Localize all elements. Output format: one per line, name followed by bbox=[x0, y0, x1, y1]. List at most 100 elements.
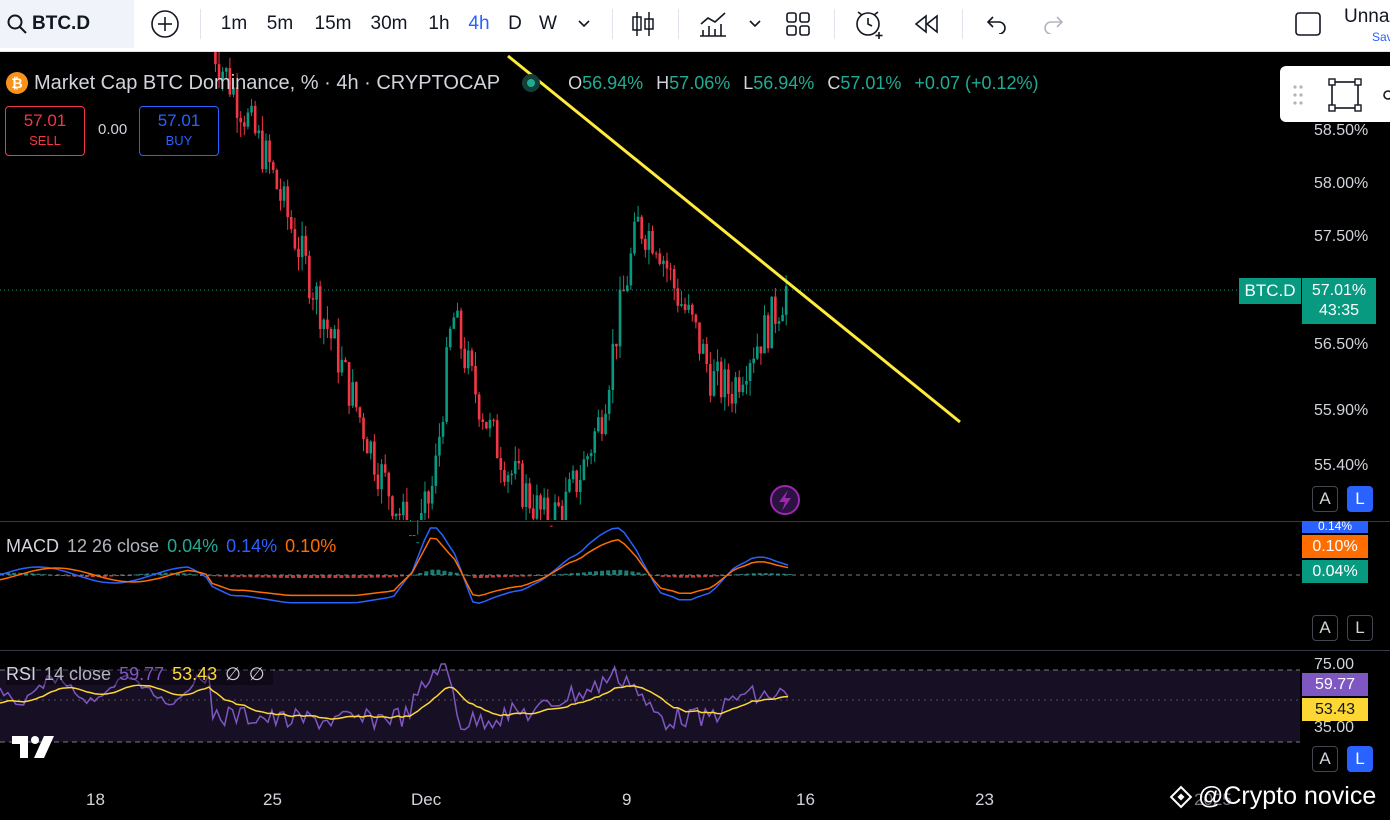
timeframe-d[interactable]: D bbox=[508, 13, 522, 34]
replay-button[interactable] bbox=[908, 0, 944, 48]
auto-scale-button[interactable]: A bbox=[1312, 486, 1338, 512]
macd-hist-bar bbox=[357, 575, 362, 578]
macd-hist-bar bbox=[521, 575, 526, 577]
candle-body bbox=[452, 317, 456, 329]
chevron-down-icon bbox=[578, 20, 590, 28]
plus-circle-icon bbox=[151, 10, 179, 38]
macd-hist-bar bbox=[515, 575, 520, 577]
undo-button[interactable] bbox=[978, 0, 1014, 48]
macd-hist-bar bbox=[436, 569, 441, 575]
indicators-dropdown[interactable] bbox=[742, 0, 768, 48]
macd-hist-bar bbox=[448, 571, 453, 575]
compare-symbol-button[interactable] bbox=[148, 0, 182, 48]
candle-body bbox=[752, 358, 755, 364]
alert-button[interactable] bbox=[850, 0, 888, 48]
candle-body bbox=[723, 369, 727, 398]
buy-button[interactable]: 57.01 BUY bbox=[139, 106, 219, 156]
candle-body bbox=[355, 382, 358, 408]
candle-body bbox=[640, 216, 643, 239]
layout-name[interactable]: Unna bbox=[1344, 6, 1390, 27]
tradingview-logo-icon[interactable] bbox=[10, 732, 58, 762]
drawing-floating-toolbar[interactable] bbox=[1280, 66, 1390, 122]
layout-grid-button[interactable] bbox=[780, 0, 816, 48]
candle-body bbox=[239, 117, 243, 123]
candle-body bbox=[539, 495, 542, 510]
trendline bbox=[507, 54, 961, 424]
time-label: 2025 bbox=[1194, 790, 1232, 809]
toolbar-divider bbox=[200, 9, 201, 39]
rsi-log-button[interactable]: L bbox=[1347, 746, 1373, 772]
macd-hist-bar bbox=[309, 575, 314, 578]
timeframe-15m[interactable]: 15m bbox=[314, 13, 352, 34]
macd-hist-bar bbox=[193, 574, 198, 576]
settings-partial-icon[interactable] bbox=[1380, 88, 1390, 102]
timeframe-4h[interactable]: 4h bbox=[468, 13, 490, 34]
macd-hist-bar bbox=[691, 575, 696, 578]
candle-body bbox=[362, 417, 365, 440]
price-candles bbox=[214, 52, 788, 544]
macd-hist-bar bbox=[751, 573, 756, 575]
candle-body bbox=[485, 421, 488, 429]
candle-style-button[interactable] bbox=[626, 0, 660, 48]
pane-divider[interactable] bbox=[0, 650, 1390, 651]
macd-signal-tag: 0.10% bbox=[1302, 535, 1368, 558]
chart-canvas[interactable] bbox=[0, 52, 1390, 820]
legend-title[interactable]: Market Cap BTC Dominance, % · 4h · CRYPT… bbox=[34, 71, 501, 94]
save-status[interactable]: Sav bbox=[1372, 30, 1390, 44]
candle-body bbox=[466, 350, 470, 369]
timeframe-1m[interactable]: 1m bbox=[220, 13, 248, 34]
pane-divider[interactable] bbox=[0, 521, 1390, 522]
candle-body bbox=[351, 382, 354, 406]
symbol-price-tag: BTC.D bbox=[1239, 278, 1301, 304]
candle-body bbox=[503, 469, 506, 482]
macd-auto-button[interactable]: A bbox=[1312, 615, 1338, 641]
candle-body bbox=[235, 87, 239, 118]
macd-hist-bar bbox=[254, 575, 259, 578]
drag-handle-icon[interactable] bbox=[1292, 84, 1304, 106]
rectangle-tool-icon[interactable] bbox=[1327, 77, 1363, 113]
candle-body bbox=[217, 64, 221, 80]
macd-hist-bar bbox=[733, 574, 738, 576]
sell-button[interactable]: 57.01 SELL bbox=[5, 106, 85, 156]
timeframe-5m[interactable]: 5m bbox=[266, 13, 294, 34]
redo-button[interactable] bbox=[1036, 0, 1072, 48]
timeframe-dropdown[interactable] bbox=[570, 0, 598, 48]
macd-hist-bar bbox=[563, 573, 568, 575]
candle-body bbox=[253, 105, 257, 134]
rsi-name[interactable]: RSI bbox=[6, 664, 37, 684]
market-status-icon[interactable] bbox=[522, 74, 541, 92]
bitcoin-icon: ₿ bbox=[6, 72, 28, 94]
timeframe-30m[interactable]: 30m bbox=[370, 13, 408, 34]
candle-body bbox=[250, 105, 253, 113]
candle-body bbox=[499, 458, 503, 470]
symbol-search[interactable]: BTC.D bbox=[0, 0, 134, 48]
macd-hist-bar bbox=[757, 573, 762, 575]
rsi-auto-button[interactable]: A bbox=[1312, 746, 1338, 772]
alarm-clock-plus-icon bbox=[856, 11, 883, 39]
candle-body bbox=[347, 362, 351, 406]
macd-hist-bar bbox=[290, 575, 295, 578]
macd-hist-bar bbox=[533, 575, 538, 576]
macd-hist-bar bbox=[539, 575, 544, 576]
macd-name[interactable]: MACD bbox=[6, 536, 59, 556]
timeframe-1h[interactable]: 1h bbox=[428, 13, 450, 34]
candle-body bbox=[521, 463, 524, 507]
candle-body bbox=[228, 68, 232, 95]
ohlc-values: O56.94% H57.06% L56.94% C57.01% +0.07 (+… bbox=[568, 73, 1046, 94]
macd-hist-bar bbox=[769, 573, 774, 575]
candle-body bbox=[568, 479, 571, 492]
indicators-button[interactable] bbox=[694, 0, 732, 48]
candle-body bbox=[391, 496, 394, 517]
candle-body bbox=[766, 315, 770, 349]
fullscreen-checkbox-button[interactable] bbox=[1292, 0, 1324, 48]
macd-hist-bar bbox=[48, 574, 53, 576]
macd-log-button[interactable]: L bbox=[1347, 615, 1373, 641]
macd-hist-value: 0.04% bbox=[167, 536, 219, 556]
log-scale-button[interactable]: L bbox=[1347, 486, 1373, 512]
grid-icon bbox=[786, 12, 810, 36]
macd-hist-bar bbox=[400, 575, 405, 577]
candle-body bbox=[488, 419, 492, 429]
candle-body bbox=[322, 319, 326, 330]
timeframe-w[interactable]: W bbox=[539, 13, 557, 34]
candle-body bbox=[770, 296, 774, 349]
